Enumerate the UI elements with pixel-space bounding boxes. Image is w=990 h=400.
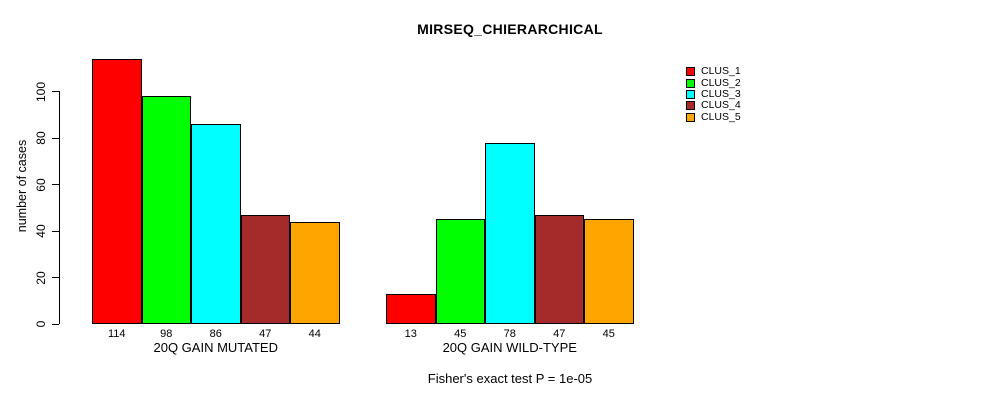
bar-clus_2-group2: [435, 219, 485, 324]
y-axis-tick-label: 100: [34, 81, 48, 102]
bar-clus_4-group2: [534, 214, 584, 324]
bar-clus_4-group1: [240, 214, 290, 324]
bar-value-label: 98: [160, 328, 173, 340]
bar-clus_1-group1: [92, 58, 142, 324]
y-axis-tick: [52, 91, 59, 92]
legend-swatch: [686, 78, 695, 88]
bar-clus_3-group1: [191, 124, 241, 324]
bar-value-label: 114: [107, 328, 126, 340]
bar-value-label: 47: [259, 328, 272, 340]
legend-item: CLUS_3: [686, 87, 741, 100]
y-axis-tick: [52, 277, 59, 278]
legend-label: CLUS_3: [701, 87, 741, 100]
bar-value-label: 47: [553, 328, 566, 340]
bar-value-label: 86: [209, 328, 222, 340]
y-axis-tick: [52, 137, 59, 139]
legend-swatch: [686, 112, 695, 122]
bar-value-label: 45: [454, 328, 467, 340]
annotation-text: Fisher's exact test P = 1e-05: [427, 371, 593, 386]
y-axis-tick: [52, 230, 59, 232]
group-label-1: 20Q GAIN MUTATED: [153, 340, 278, 355]
bar-value-label: 78: [503, 328, 516, 340]
legend-item: CLUS_1: [686, 66, 741, 77]
legend-item: CLUS_4: [686, 100, 741, 111]
legend-swatch: [686, 101, 695, 111]
bar-clus_1-group2: [386, 293, 436, 324]
bar-clus_5-group2: [584, 219, 634, 324]
legend-swatch: [686, 67, 695, 77]
legend-label: CLUS_2: [701, 76, 741, 89]
y-axis-label: number of cases: [15, 139, 29, 233]
legend-item: CLUS_5: [686, 110, 741, 123]
bar-value-label: 13: [404, 328, 417, 340]
bar-value-label: 45: [602, 328, 615, 340]
bar-clus_5-group1: [290, 221, 340, 324]
legend-label: CLUS_1: [701, 65, 741, 78]
y-axis-line: [59, 91, 60, 324]
legend-swatch: [686, 89, 695, 99]
bar-clus_3-group2: [485, 142, 535, 324]
bar-value-label: 44: [308, 328, 321, 340]
legend: CLUS_1 CLUS_2 CLUS_3 CLUS_4 CLUS_5: [686, 66, 741, 123]
legend-label: CLUS_5: [701, 110, 741, 123]
y-axis-tick-label: 80: [34, 131, 48, 145]
bar-clus_2-group1: [141, 96, 191, 324]
legend-label: CLUS_4: [701, 99, 741, 112]
y-axis-tick-label: 40: [34, 224, 48, 238]
chart-title: MIRSEQ_CHIERARCHICAL: [417, 21, 603, 37]
y-axis-tick-label: 20: [34, 270, 48, 285]
legend-item: CLUS_2: [686, 77, 741, 88]
y-axis-tick: [52, 323, 59, 325]
y-axis-tick-label: 0: [34, 320, 48, 328]
y-axis-tick-label: 60: [34, 177, 48, 192]
y-axis-tick: [52, 184, 59, 185]
group-label-2: 20Q GAIN WILD-TYPE: [442, 340, 577, 355]
